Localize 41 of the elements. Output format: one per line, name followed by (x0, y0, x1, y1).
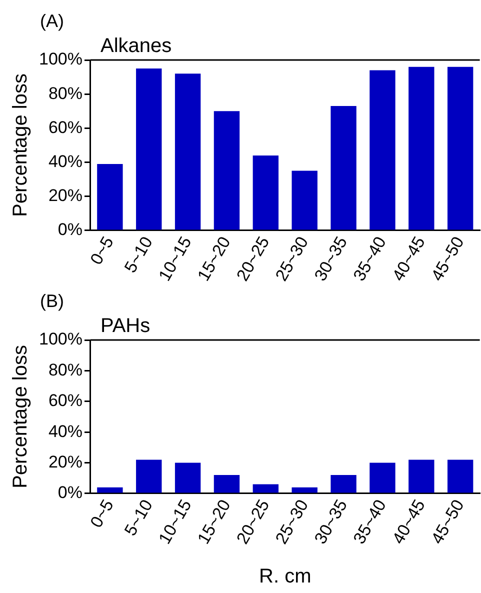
y-tick-label: 20% (48, 452, 82, 472)
bar (292, 170, 318, 230)
y-tick-label: 100% (38, 330, 82, 349)
bar (97, 487, 123, 493)
x-tick-label: 0~5 (86, 496, 118, 531)
bar (447, 66, 474, 230)
bar (136, 68, 162, 230)
y-axis-title: Percentage loss (10, 74, 32, 217)
y-tick-label: 60% (48, 391, 82, 410)
bar (370, 70, 396, 230)
y-tick-label: 20% (48, 186, 82, 206)
x-tick-label: 0~5 (86, 233, 118, 268)
bar (97, 164, 123, 230)
bar (214, 111, 240, 230)
y-tick-label: 40% (48, 152, 82, 171)
y-tick-label: 100% (38, 50, 82, 69)
bar (330, 475, 356, 493)
chart-title: Alkanes (100, 35, 172, 57)
text: (B) (40, 291, 64, 311)
chart-title: PAHs (100, 315, 150, 337)
bar (252, 155, 279, 230)
text: (A) (40, 11, 64, 31)
bar (330, 106, 356, 230)
bar (292, 487, 318, 493)
bar (214, 475, 240, 493)
y-tick-label: 0% (58, 220, 82, 240)
y-axis-title: Percentage loss (10, 345, 32, 488)
bar (252, 484, 279, 493)
y-tick-label: 40% (48, 422, 82, 441)
y-tick-label: 80% (48, 84, 82, 103)
y-tick-label: 0% (58, 483, 82, 502)
bar (370, 462, 396, 493)
bar (408, 460, 434, 493)
y-tick-label: 80% (48, 360, 82, 380)
bar (174, 462, 201, 493)
bar (136, 460, 162, 493)
bar (447, 460, 474, 493)
bar (408, 66, 434, 230)
bar (174, 74, 201, 230)
y-tick-label: 60% (48, 118, 82, 137)
x-axis-title: R. cm (259, 566, 312, 588)
